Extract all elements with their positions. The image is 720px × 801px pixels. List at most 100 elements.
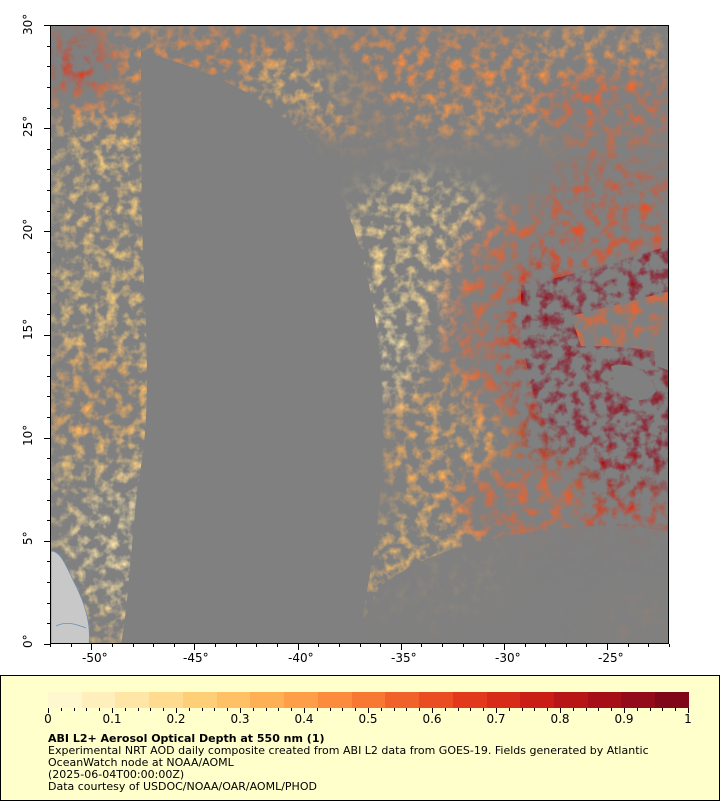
axis-tick-mark [235, 644, 237, 647]
colorbar-tick-mark [48, 708, 49, 713]
colorbar-tick-mark [560, 708, 561, 713]
axis-tick-mark [421, 644, 423, 647]
axis-tick-mark [47, 86, 50, 88]
axis-tick-mark [627, 644, 629, 647]
colorbar-tick-label: 0.8 [550, 712, 570, 726]
colorbar-tick-label: 0.3 [230, 712, 250, 726]
colorbar-tick-label: 0.7 [486, 712, 506, 726]
colorbar-tick-label: 0.2 [166, 712, 186, 726]
colorbar-swatch [520, 692, 555, 708]
colorbar-tick-mark [508, 708, 510, 711]
axis-tick-mark [47, 45, 50, 47]
colorbar-tick-mark [547, 708, 549, 711]
colorbar-tick-mark [176, 708, 177, 713]
colorbar-tick-mark [99, 708, 101, 711]
axis-tick-mark [153, 644, 155, 647]
colorbar-swatch [81, 692, 116, 708]
colorbar-swatch [486, 692, 521, 708]
axis-tick-mark [47, 417, 50, 419]
colorbar-tick-mark [368, 708, 369, 713]
axis-tick-mark [47, 251, 50, 253]
aod-map[interactable] [50, 25, 669, 644]
colorbar-tick-mark [611, 708, 613, 711]
axis-tick-mark [47, 499, 50, 501]
colorbar-tick-mark [240, 708, 241, 713]
colorbar-tick-mark [470, 708, 472, 711]
colorbar-swatch [115, 692, 150, 708]
axis-tick-mark [47, 355, 50, 357]
axis-tick-mark [44, 437, 50, 439]
axis-tick-mark [132, 644, 134, 647]
x-tick-label: -35° [391, 651, 417, 665]
colorbar-swatch [587, 692, 622, 708]
axis-tick-mark [400, 644, 402, 650]
axis-tick-mark [44, 334, 50, 336]
axis-tick-mark [47, 313, 50, 315]
axis-tick-mark [503, 644, 505, 650]
axis-tick-mark [648, 644, 650, 647]
axis-tick-mark [47, 478, 50, 480]
axis-tick-mark [44, 644, 50, 645]
colorbar-tick-mark [278, 708, 280, 711]
y-tick-label: 30° [21, 13, 35, 35]
axis-tick-mark [215, 644, 217, 647]
axis-tick-mark [47, 375, 50, 377]
colorbar-tick-mark [393, 708, 395, 711]
colorbar-tick-mark [432, 708, 433, 713]
colorbar-swatch [452, 692, 487, 708]
axis-tick-mark [47, 169, 50, 171]
axis-tick-mark [47, 148, 50, 150]
colorbar-swatch [149, 692, 183, 708]
colorbar-swatch [250, 692, 285, 708]
colorbar-tick-mark [380, 708, 382, 711]
x-tick-label: -50° [82, 651, 108, 665]
colorbar-swatch [621, 692, 656, 708]
axis-tick-mark [47, 107, 50, 109]
axis-tick-mark [483, 644, 485, 647]
colorbar-tick-mark [406, 708, 408, 711]
colorbar-tick-mark [188, 708, 190, 711]
colorbar-tick-mark [150, 708, 152, 711]
x-tick-label: -45° [183, 651, 209, 665]
colorbar-tick-mark [137, 708, 139, 711]
colorbar-tick-mark [572, 708, 574, 711]
axis-tick-mark [47, 582, 50, 584]
colorbar-tick-mark [304, 708, 305, 713]
colorbar-tick-mark [252, 708, 254, 711]
x-tick-label: -40° [288, 651, 314, 665]
axis-tick-mark [462, 644, 464, 647]
y-tick-label: 10° [21, 424, 35, 446]
axis-tick-mark [442, 644, 444, 647]
colorbar-tick-mark [342, 708, 344, 711]
colorbar-tick-mark [457, 708, 459, 711]
axis-tick-mark [47, 66, 50, 68]
colorbar-tick-mark [598, 708, 600, 711]
colorbar-tick-label: 0 [44, 712, 52, 726]
colorbar-tick-mark [355, 708, 357, 711]
axis-tick-mark [50, 644, 51, 647]
x-tick-label: -25° [598, 651, 624, 665]
x-tick-label: -30° [495, 651, 521, 665]
colorbar-tick-mark [112, 708, 113, 713]
colorbar-swatch [284, 692, 318, 708]
colorbar-tick-mark [201, 708, 203, 711]
axis-tick-mark [47, 190, 50, 192]
axis-tick-mark [44, 231, 50, 233]
axis-tick-mark [47, 623, 50, 625]
colorbar-tick-label: 1 [684, 712, 692, 726]
axis-tick-mark [111, 644, 113, 647]
colorbar-tick-mark [483, 708, 485, 711]
axis-tick-mark [47, 293, 50, 295]
colorbar-tick-mark [675, 708, 677, 711]
colorbar-tick-mark [265, 708, 267, 711]
axis-tick-mark [47, 520, 50, 522]
colorbar-tick-mark [688, 708, 689, 713]
y-tick-label: 25° [21, 115, 35, 137]
axis-tick-mark [47, 210, 50, 212]
colorbar-tick-mark [636, 708, 638, 711]
axis-tick-mark [565, 644, 567, 647]
colorbar-swatch [655, 692, 689, 708]
axis-tick-mark [44, 128, 50, 130]
colorbar-swatch [351, 692, 386, 708]
axis-tick-mark [545, 644, 547, 647]
